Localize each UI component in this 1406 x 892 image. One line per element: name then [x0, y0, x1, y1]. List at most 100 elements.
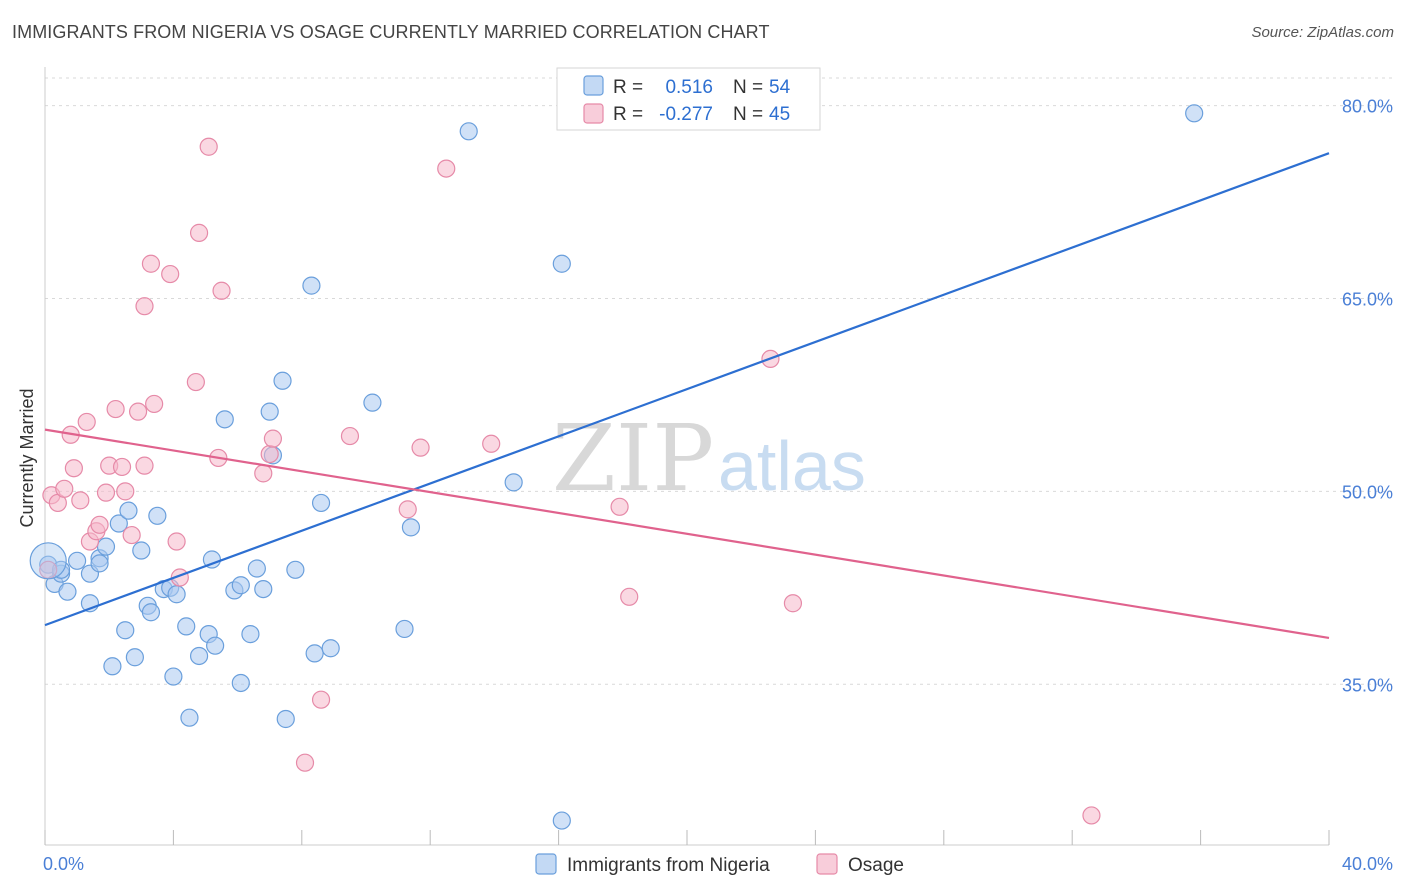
point-osage: [161, 264, 180, 284]
point-osage: [77, 412, 96, 432]
watermark-atlas: atlas: [718, 427, 866, 505]
point-osage: [167, 532, 186, 551]
point-osage: [141, 254, 161, 273]
bottom-legend: Immigrants from Nigeria Osage: [535, 853, 904, 876]
point-nigeria: [273, 371, 292, 390]
point-osage: [340, 426, 360, 446]
x-tick-label: 0.0%: [43, 854, 84, 874]
point-osage: [311, 690, 331, 709]
point-osage: [482, 434, 501, 453]
legend-n-label-osage: N =: [733, 104, 763, 125]
point-osage: [116, 482, 135, 501]
trendlines: [44, 152, 1330, 640]
point-nigeria: [241, 625, 260, 644]
point-nigeria: [116, 621, 135, 640]
point-nigeria: [177, 617, 196, 636]
point-nigeria: [395, 619, 414, 639]
point-nigeria: [189, 646, 209, 666]
point-nigeria: [206, 636, 225, 655]
point-osage: [189, 223, 209, 242]
point-nigeria: [231, 673, 250, 693]
point-nigeria: [286, 560, 305, 579]
point-osage: [64, 459, 83, 478]
point-nigeria: [58, 582, 77, 601]
point-nigeria: [180, 708, 199, 727]
point-osage: [620, 587, 639, 606]
y-tick-label: 35.0%: [1342, 675, 1393, 695]
y-axis-title: Currently Married: [17, 388, 37, 527]
point-osage: [610, 497, 629, 516]
point-nigeria: [67, 551, 87, 570]
point-nigeria: [148, 506, 167, 525]
bottom-legend-swatch-osage: [816, 853, 838, 875]
point-osage: [398, 500, 417, 519]
point-nigeria: [119, 501, 138, 520]
point-osage: [112, 457, 132, 477]
point-osage: [106, 399, 125, 419]
point-osage: [122, 525, 141, 545]
point-osage: [199, 137, 218, 156]
legend-r-label-osage: R =: [613, 104, 643, 125]
bottom-legend-label-nigeria: Immigrants from Nigeria: [567, 855, 770, 876]
y-tick-label: 80.0%: [1342, 97, 1393, 117]
point-osage: [437, 159, 456, 178]
point-nigeria: [215, 410, 234, 429]
legend-swatch-osage: [583, 103, 604, 124]
point-nigeria: [90, 554, 109, 573]
point-osage: [260, 444, 279, 464]
point-osage: [783, 594, 803, 613]
point-nigeria: [167, 585, 186, 604]
x-tick-label: 40.0%: [1342, 854, 1393, 874]
trendline-osage: [44, 428, 1330, 640]
point-nigeria: [504, 473, 523, 492]
point-nigeria: [103, 657, 122, 676]
grid-layer: [45, 77, 1392, 685]
point-nigeria: [552, 811, 571, 830]
chart-title: IMMIGRANTS FROM NIGERIA VS OSAGE CURRENT…: [12, 22, 770, 42]
point-osage: [1082, 806, 1101, 825]
chart-source: Source: ZipAtlas.com: [1251, 24, 1394, 41]
legend-r-label-nigeria: R =: [613, 77, 643, 98]
point-osage: [411, 438, 430, 457]
point-osage: [212, 281, 231, 300]
point-osage: [128, 402, 148, 421]
point-osage: [263, 429, 283, 448]
trendline-nigeria: [44, 152, 1330, 627]
bottom-legend-label-osage: Osage: [848, 855, 904, 876]
point-osage: [96, 483, 116, 502]
point-nigeria: [254, 579, 273, 599]
point-nigeria: [363, 393, 382, 412]
point-nigeria: [321, 639, 340, 658]
y-tick-label: 65.0%: [1342, 289, 1393, 309]
point-nigeria: [125, 648, 144, 667]
point-nigeria: [311, 493, 331, 513]
point-nigeria: [1185, 104, 1204, 123]
legend-swatch-nigeria: [583, 75, 604, 96]
point-osage: [135, 456, 154, 475]
legend-n-label-nigeria: N =: [733, 77, 763, 98]
point-nigeria: [552, 254, 571, 273]
point-osage: [295, 753, 315, 772]
legend-r-value-nigeria: 0.516: [665, 77, 713, 98]
point-nigeria: [231, 576, 250, 595]
legend-r-value-osage: -0.277: [659, 104, 713, 125]
point-osage: [254, 464, 273, 483]
y-tick-label: 50.0%: [1342, 482, 1393, 502]
point-nigeria: [302, 276, 321, 295]
watermark: ZIP atlas: [552, 405, 866, 512]
point-nigeria: [459, 122, 478, 141]
point-nigeria-cluster: [29, 542, 67, 580]
point-nigeria: [276, 709, 295, 729]
point-nigeria: [96, 537, 116, 556]
watermark-zip: ZIP: [552, 405, 714, 512]
point-nigeria: [164, 667, 183, 686]
point-osage: [135, 297, 154, 316]
point-nigeria: [141, 603, 161, 622]
point-osage: [145, 394, 164, 414]
point-osage: [90, 515, 109, 534]
point-nigeria: [401, 518, 421, 537]
point-osage: [55, 479, 74, 498]
legend-n-value-osage: 45: [769, 104, 790, 125]
point-nigeria: [305, 644, 324, 663]
